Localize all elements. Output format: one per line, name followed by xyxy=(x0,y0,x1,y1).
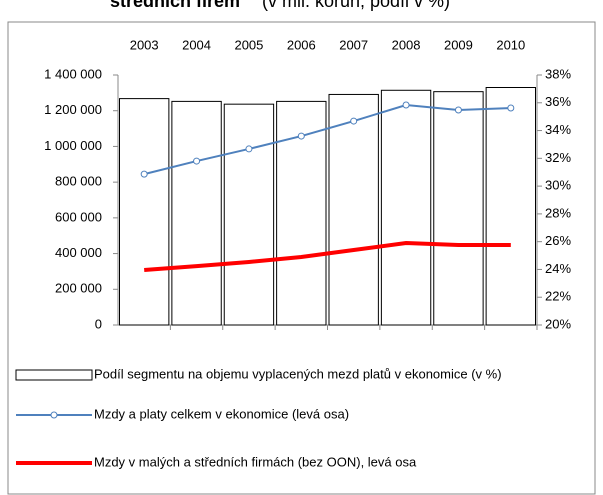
x-tick-label: 2009 xyxy=(444,37,473,52)
y2-tick-label: 22% xyxy=(545,289,571,304)
y-tick-label: 400 000 xyxy=(55,245,102,260)
x-tick-label: 2008 xyxy=(392,37,421,52)
legend-label: Podíl segmentu na objemu vyplacených mez… xyxy=(94,366,502,381)
y-tick-label: 1 200 000 xyxy=(44,102,102,117)
marker xyxy=(454,106,462,114)
x-tick-label: 2005 xyxy=(234,37,263,52)
y2-tick-label: 32% xyxy=(545,150,571,165)
y-tick-label: 600 000 xyxy=(55,209,102,224)
line xyxy=(143,103,511,176)
x-tick-label: 2004 xyxy=(182,37,211,52)
x-tick-label: 2007 xyxy=(339,37,368,52)
bar xyxy=(380,89,432,326)
x-tick-label: 2003 xyxy=(130,37,159,52)
y2-tick-label: 26% xyxy=(545,233,571,248)
y2-tick-label: 38% xyxy=(545,66,571,81)
bar xyxy=(328,93,379,326)
y2-tick-label: 20% xyxy=(545,316,571,331)
marker xyxy=(297,132,305,140)
y2-tick-label: 24% xyxy=(545,261,571,276)
y2-tick-label: 28% xyxy=(545,205,571,220)
y-tick-label: 0 xyxy=(95,316,102,331)
bar xyxy=(119,98,170,326)
marker xyxy=(245,145,253,153)
legend-label: Mzdy a platy celkem v ekonomice (levá os… xyxy=(94,406,349,421)
x-tick-label: 2010 xyxy=(496,37,525,52)
y-tick-label: 1 400 000 xyxy=(44,66,102,81)
y2-tick-label: 30% xyxy=(545,178,571,193)
marker xyxy=(507,104,515,112)
y2-tick-label: 36% xyxy=(545,94,571,109)
bar xyxy=(433,91,484,326)
bar xyxy=(171,100,222,326)
marker xyxy=(350,117,358,125)
marker xyxy=(402,101,410,109)
legend-marker xyxy=(50,411,58,419)
bar xyxy=(223,103,275,326)
y-tick-label: 200 000 xyxy=(55,281,102,296)
y-tick-label: 1 000 000 xyxy=(44,138,102,153)
bar xyxy=(485,87,536,326)
marker xyxy=(140,170,148,178)
line xyxy=(144,241,511,272)
chart-subtitle: (v mil. korun, podíl v %) xyxy=(262,0,450,11)
chart-title: středních firem xyxy=(110,0,240,11)
x-tick-label: 2006 xyxy=(287,37,316,52)
y-tick-label: 800 000 xyxy=(55,174,102,189)
y2-tick-label: 34% xyxy=(545,122,571,137)
legend-swatch xyxy=(15,369,93,381)
legend-label: Mzdy v malých a středních firmách (bez O… xyxy=(94,454,417,469)
marker xyxy=(193,157,201,165)
